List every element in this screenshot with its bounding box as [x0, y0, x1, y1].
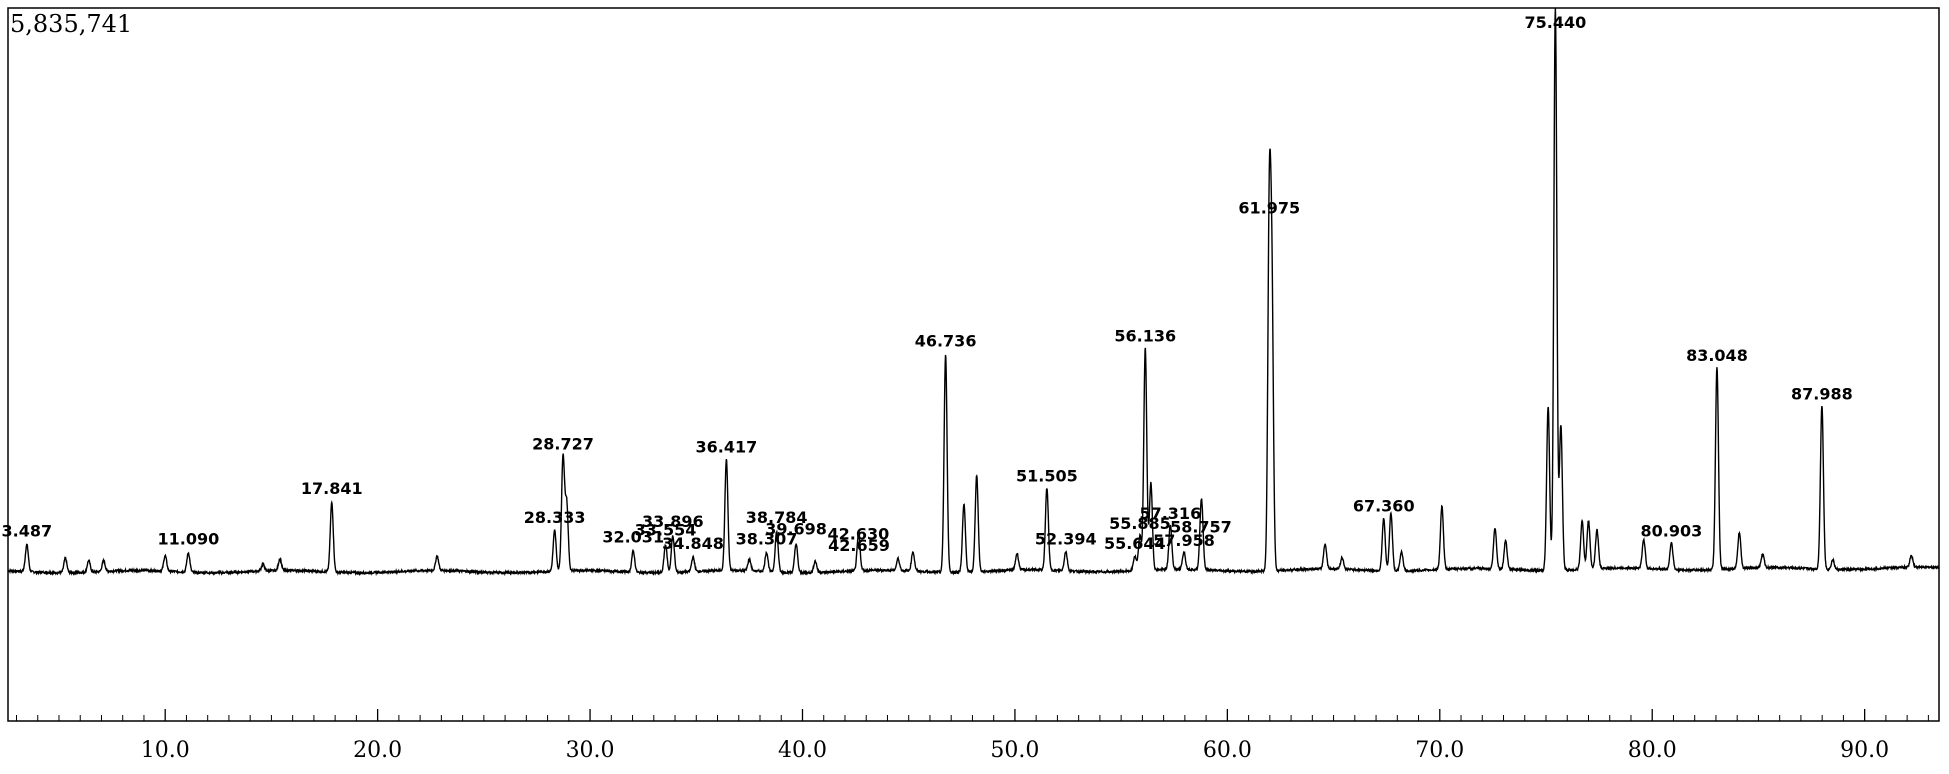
x-tick-label: 90.0	[1840, 738, 1889, 763]
x-tick-label: 20.0	[353, 738, 402, 763]
peak-label: 28.333	[524, 508, 586, 527]
peak-label: 56.136	[1114, 327, 1176, 346]
x-tick-label: 70.0	[1415, 738, 1464, 763]
peak-label: 83.048	[1686, 346, 1748, 365]
peak-label: 32.031	[602, 527, 664, 546]
peak-label: 17.841	[301, 479, 363, 498]
peak-label: 57.316	[1139, 504, 1201, 523]
peak-label: 67.360	[1353, 496, 1415, 515]
x-axis-minor-ticks	[15, 715, 1929, 721]
y-max-intensity-label: 5,835,741	[10, 10, 132, 38]
x-tick-label: 60.0	[1203, 738, 1252, 763]
peak-label: 36.417	[696, 438, 758, 457]
chromatogram-trace	[7, 8, 1940, 577]
peak-label: 33.554	[635, 521, 697, 540]
peak-label: 46.736	[915, 331, 977, 350]
peak-label: 11.090	[157, 529, 219, 548]
x-axis-major-ticks: 10.0 20.0 30.0 40.0 50.0 60.0 70.0 80.0 90.0	[141, 709, 1889, 763]
peak-label: 80.903	[1641, 522, 1703, 541]
peak-label: 42.659	[828, 536, 890, 555]
peak-label: 51.505	[1016, 467, 1078, 486]
x-tick-label: 30.0	[566, 738, 615, 763]
x-tick-label: 40.0	[778, 738, 827, 763]
peak-label: 57.958	[1153, 531, 1215, 550]
peak-label: 34.848	[662, 534, 724, 553]
x-tick-label: 10.0	[141, 738, 190, 763]
peak-label: 55.885	[1109, 514, 1171, 533]
peak-label: 52.394	[1035, 529, 1097, 548]
peak-label: 61.975	[1238, 198, 1300, 217]
peak-labels: 3.487 11.090 17.841 28.333 28.727 32.03133.55…	[2, 13, 1853, 555]
peak-label: 38.784	[746, 508, 808, 527]
peak-label: 38.307	[736, 529, 798, 548]
x-tick-label: 80.0	[1628, 738, 1677, 763]
peak-label: 58.757	[1170, 518, 1232, 537]
peak-label: 28.727	[532, 435, 594, 454]
plot-frame	[7, 7, 1940, 722]
peak-label: 42.630	[827, 524, 889, 543]
peak-label: 3.487	[2, 522, 53, 541]
peak-label: 33.896	[642, 512, 704, 531]
peak-label: 55.644	[1104, 534, 1166, 553]
peak-label: 39.698	[765, 520, 827, 539]
peak-label: 87.988	[1791, 385, 1853, 404]
x-tick-label: 50.0	[990, 738, 1039, 763]
peak-label: 75.440	[1524, 13, 1586, 32]
